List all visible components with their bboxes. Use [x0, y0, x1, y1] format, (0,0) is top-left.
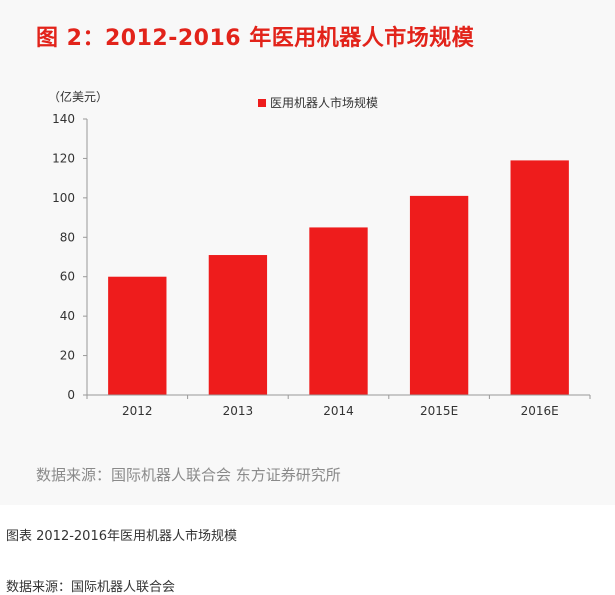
- x-tick-label: 2015E: [420, 404, 458, 418]
- figure-panel: 图 2：2012-2016 年医用机器人市场规模 （亿美元） 医用机器人市场规模…: [36, 26, 591, 484]
- y-tick-label: 120: [52, 151, 75, 165]
- bar-2015E: [409, 195, 469, 395]
- figure-source: 数据来源：国际机器人联合会 东方证券研究所: [36, 466, 341, 484]
- y-tick-label: 100: [52, 191, 75, 205]
- x-tick-label: 2012: [122, 404, 153, 418]
- bars: [108, 160, 569, 395]
- y-axis-ticks: 0 20 40 60 80 100 120 140: [52, 112, 87, 402]
- x-tick-label: 2014: [323, 404, 354, 418]
- y-tick-label: 140: [52, 112, 75, 126]
- caption-title: 图表 2012-2016年医用机器人市场规模: [6, 529, 237, 544]
- bar-2012: [108, 276, 167, 395]
- x-tick-label: 2016E: [521, 404, 559, 418]
- legend-label: 医用机器人市场规模: [270, 95, 378, 110]
- caption-source: 数据来源：国际机器人联合会: [6, 580, 176, 595]
- figure-title: 图 2：2012-2016 年医用机器人市场规模: [36, 26, 475, 51]
- y-tick-label: 20: [60, 349, 75, 363]
- y-tick-label: 40: [60, 309, 75, 323]
- bar-2013: [208, 255, 268, 395]
- y-axis-unit-label: （亿美元）: [48, 89, 108, 104]
- bar-2016E: [510, 160, 569, 395]
- legend-swatch: [258, 99, 266, 107]
- x-axis-ticks: 2012 2013 2014 2015E 2016E: [86, 395, 591, 418]
- y-tick-label: 60: [60, 270, 75, 284]
- x-tick-label: 2013: [223, 404, 254, 418]
- y-tick-label: 80: [60, 230, 75, 244]
- bar-2014: [309, 227, 368, 395]
- y-tick-label: 0: [67, 388, 75, 402]
